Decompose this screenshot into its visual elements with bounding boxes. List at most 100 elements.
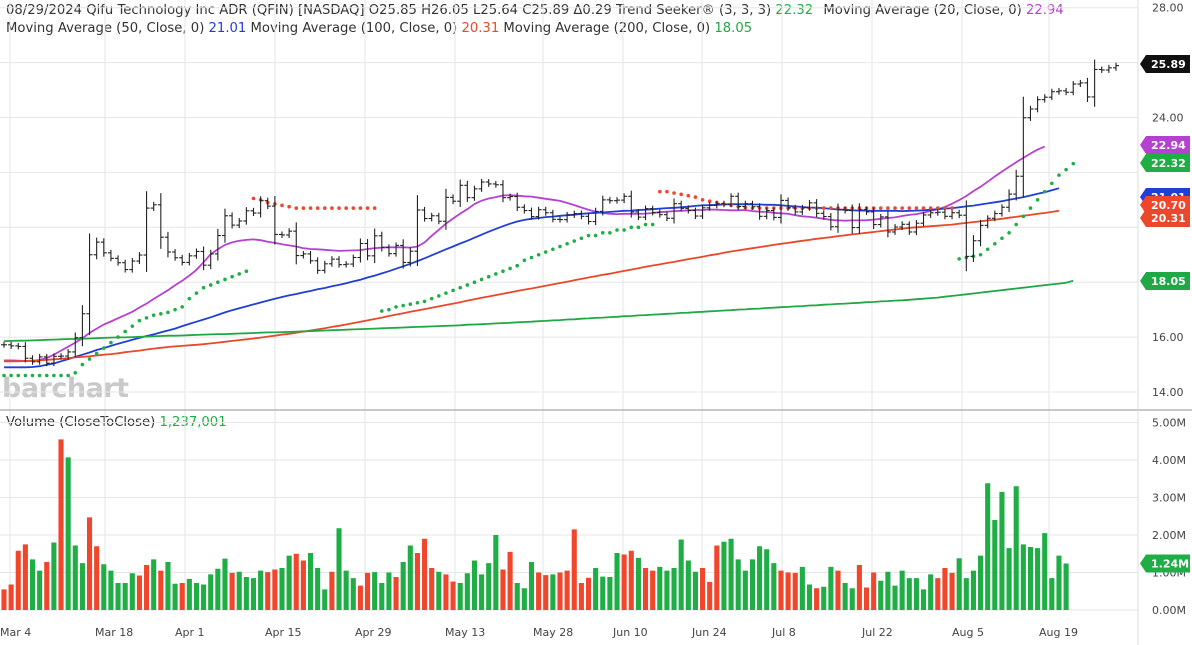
volume-bar — [1049, 578, 1055, 610]
trend-seeker-dot — [622, 228, 626, 232]
volume-bar — [158, 570, 164, 610]
trend-seeker-dot — [935, 206, 940, 210]
volume-bar — [500, 569, 506, 610]
ohlc-bar — [507, 193, 514, 201]
trend-seeker-dot — [529, 255, 534, 260]
ohlc-bar — [592, 207, 599, 226]
volume-bar — [799, 566, 805, 610]
price-tag-shape — [1140, 55, 1190, 73]
volume-bar — [15, 550, 21, 610]
trend-seeker-dot — [479, 277, 484, 282]
ohlc-bar — [920, 211, 927, 227]
volume-tag-label: 1.24M — [1151, 558, 1189, 571]
legend-date: 08/29/2024 — [6, 3, 83, 18]
trend-seeker-dot — [116, 335, 120, 339]
volume-bar — [978, 555, 984, 610]
ohlc-bar — [435, 212, 442, 225]
trend-seeker-dot — [101, 346, 106, 350]
ohlc-bar — [963, 200, 970, 272]
price-tag-shape — [1140, 154, 1190, 172]
volume-bar — [814, 588, 820, 610]
ohlc-bar — [927, 209, 934, 218]
ohlc-bar — [692, 207, 699, 220]
volume-bar — [215, 568, 221, 610]
chart-legend-line-1: 08/29/2024 Qifu Technology Inc ADR (QFIN… — [6, 2, 1064, 20]
ohlc-bar — [221, 208, 228, 243]
trend-seeker-dot — [1042, 189, 1047, 194]
volume-bar — [136, 575, 142, 610]
volume-bar — [414, 553, 420, 610]
y-tick-label: 14.00 — [1152, 386, 1184, 399]
x-tick-label: May 13 — [445, 626, 485, 639]
barchart-watermark-logo: barchart — [2, 373, 129, 404]
ohlc-bar — [157, 193, 164, 249]
ohlc-bar — [1055, 87, 1062, 95]
trend-seeker-dot — [515, 263, 520, 268]
ohlc-bar — [720, 200, 727, 208]
legend-trend-label: Trend Seeker® (3, 3, 3) — [616, 3, 772, 18]
ohlc-bar — [685, 205, 692, 214]
trend-seeker-dot — [629, 225, 634, 230]
ohlc-bar — [371, 228, 378, 264]
x-tick-label: Apr 29 — [355, 626, 392, 639]
trend-seeker-dot — [693, 195, 698, 199]
trend-seeker-dot — [615, 228, 619, 232]
ohlc-bar — [763, 207, 770, 220]
ohlc-bar — [678, 200, 685, 212]
ohlc-bar — [314, 257, 321, 274]
ohlc-bar — [1098, 66, 1105, 73]
ohlc-bar — [671, 198, 678, 224]
price-tag-shape — [1140, 136, 1190, 154]
ohlc-bar — [22, 342, 29, 363]
ohlc-bar — [129, 258, 136, 273]
volume-bar — [300, 560, 306, 610]
trend-seeker-dot — [893, 206, 897, 210]
ohlc-bar — [186, 252, 193, 266]
volume-bar — [436, 571, 442, 610]
price-tag-ma100: 20.31 — [1140, 209, 1190, 227]
price-tag-label: 20.70 — [1151, 199, 1186, 212]
volume-bar — [429, 568, 435, 610]
ohlc-bar — [72, 332, 79, 358]
trend-seeker-dot — [686, 193, 691, 198]
volume-bar — [692, 571, 698, 610]
ohlc-bar — [350, 254, 357, 268]
trend-seeker-dot — [73, 370, 78, 375]
ohlc-bar — [870, 207, 877, 230]
volume-bar — [443, 574, 449, 610]
ohlc-bar — [464, 180, 471, 203]
volume-bar — [821, 586, 827, 610]
volume-bar — [457, 583, 463, 610]
ohlc-bar — [614, 197, 621, 204]
volume-bar — [956, 558, 962, 610]
ohlc-bar — [856, 203, 863, 234]
volume-bar — [329, 571, 335, 610]
ohlc-bar — [471, 185, 478, 201]
legend-ma100-label: Moving Average (100, Close, 0) — [250, 21, 458, 36]
ohlc-bar — [735, 192, 742, 211]
volume-bar — [593, 568, 599, 610]
volume-bar — [735, 559, 741, 610]
volume-bar — [678, 539, 684, 610]
ohlc-bar — [756, 203, 763, 220]
volume-bar — [179, 583, 185, 610]
legend-ohlc: O25.85 H26.05 L25.64 C25.89 Δ0.29 — [368, 3, 612, 18]
trend-seeker-dot — [821, 206, 826, 210]
price-tag-ma20: 22.94 — [1140, 136, 1190, 154]
ohlc-bar — [635, 208, 642, 221]
ohlc-bar — [842, 206, 849, 214]
price-tag-last: 25.89 — [1140, 55, 1190, 73]
volume-bar — [856, 565, 862, 610]
volume-bar — [208, 574, 214, 610]
y-axis-labels: 28.00 24.00 16.00 14.00 5.00M 4.00M 3.00M 2.00M… — [1152, 2, 1186, 617]
volume-bar — [749, 559, 756, 610]
trend-seeker-dot — [486, 274, 491, 279]
price-tag-label: 22.32 — [1151, 157, 1186, 170]
ohlc-bar — [150, 201, 157, 212]
ohlc-bar — [749, 200, 756, 210]
trend-seeker-dot — [230, 274, 234, 279]
volume-bar — [913, 578, 919, 610]
ohlc-bar — [321, 260, 328, 274]
volume-bar — [122, 583, 128, 610]
